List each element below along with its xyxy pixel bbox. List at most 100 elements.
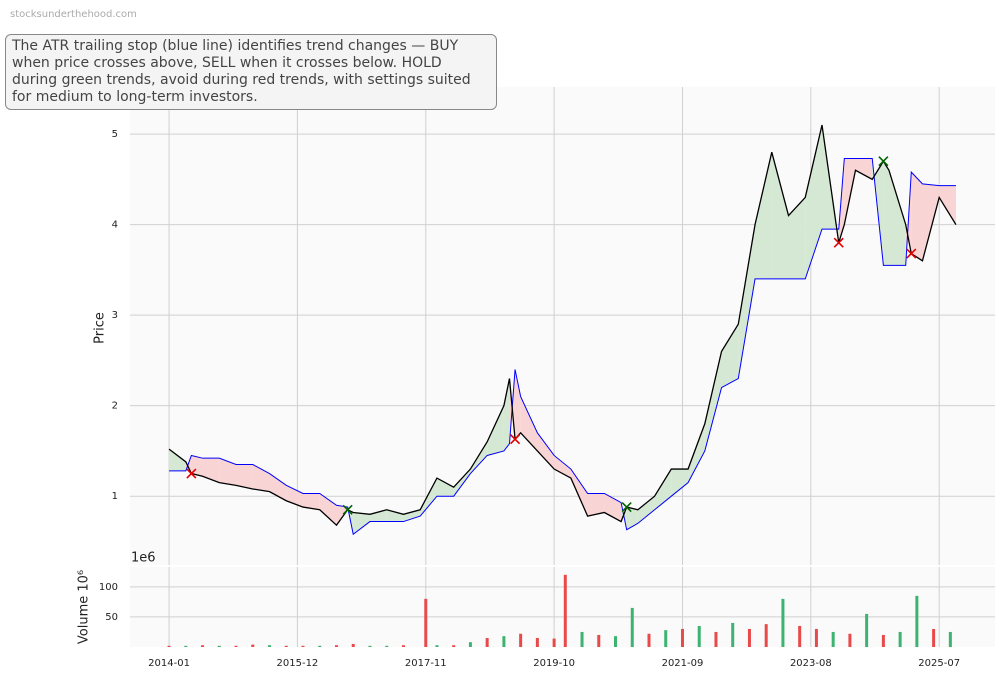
volume-bar <box>519 633 523 647</box>
trend-fill <box>487 405 504 456</box>
trend-fill <box>537 432 555 470</box>
plot-area <box>130 567 995 647</box>
signal-marker <box>186 468 197 479</box>
trend-fill <box>704 351 722 451</box>
volume-bar <box>201 645 205 647</box>
trend-fill <box>403 509 421 522</box>
volume-bar <box>268 645 272 647</box>
x-tick-label: 2017-11 <box>405 658 447 669</box>
trend-fill <box>922 183 940 261</box>
volume-bar <box>468 642 472 647</box>
trend-fill <box>436 478 454 497</box>
trend-fill <box>236 464 253 489</box>
x-tick-label: 2023-08 <box>790 658 832 669</box>
y-tick-label: 1 <box>112 491 118 502</box>
trend-fill <box>587 493 605 517</box>
y-tick-label: 5 <box>112 129 118 140</box>
price-line <box>168 124 957 527</box>
trend-fill <box>353 512 370 535</box>
trend-fill <box>269 473 287 501</box>
volume-bar <box>664 630 668 647</box>
trend-fill <box>721 324 739 388</box>
x-tick-label: 2014-01 <box>148 658 190 669</box>
trend-fill <box>303 493 320 510</box>
trend-fill <box>336 505 348 526</box>
trend-fill <box>319 493 337 526</box>
trend-fill <box>515 369 521 440</box>
trend-fill <box>654 469 672 510</box>
volume-bar <box>848 633 852 647</box>
signal-marker <box>621 501 632 513</box>
volume-bar <box>301 645 305 647</box>
trend-fill <box>386 509 404 522</box>
x-tick-label: 2015-12 <box>277 658 319 669</box>
volume-bar <box>831 631 835 647</box>
volume-bar <box>284 645 288 647</box>
volume-bar <box>385 645 389 647</box>
signal-marker <box>509 434 521 445</box>
trend-fill <box>637 496 655 524</box>
volume-bar <box>485 637 489 647</box>
stop-line <box>169 158 956 536</box>
volume-bar <box>552 638 556 647</box>
signal-marker <box>906 248 917 259</box>
volume-bar <box>932 628 936 647</box>
trend-fill <box>671 469 689 497</box>
trend-fill <box>688 423 705 483</box>
volume-bar <box>318 645 322 647</box>
watermark: stocksunderthehood.com <box>10 9 137 20</box>
trend-fill <box>420 478 437 517</box>
volume-bar <box>351 643 355 647</box>
volume-bar <box>747 628 751 647</box>
volume-bar <box>535 637 539 647</box>
volume-bar <box>217 645 221 647</box>
volume-bar <box>814 628 818 647</box>
volume-bar <box>184 645 188 647</box>
y-axis-label: Price <box>93 312 108 344</box>
y-tick-label: 4 <box>112 220 118 231</box>
volume-bar <box>435 645 439 647</box>
volume-bar <box>597 634 601 647</box>
trend-fill <box>888 170 906 266</box>
volume-bar <box>798 625 802 647</box>
volume-bar <box>368 645 372 647</box>
volume-bar <box>881 634 885 647</box>
trend-fill <box>626 507 638 530</box>
trend-fill <box>169 449 186 471</box>
signal-marker <box>342 504 353 515</box>
volume-bar <box>334 645 338 647</box>
volume-bar <box>424 598 428 647</box>
volume-bar <box>234 645 238 647</box>
trend-fill <box>453 469 471 497</box>
volume-bar <box>452 645 456 647</box>
volume-bar <box>697 625 701 647</box>
signal-marker <box>878 156 889 167</box>
y-axis-label: Volume 10⁶ <box>77 570 92 644</box>
y-tick-label: 2 <box>112 401 118 412</box>
trend-fill <box>503 378 510 451</box>
y-tick-label: 3 <box>112 310 118 321</box>
volume-bar <box>630 607 634 647</box>
trend-fill <box>554 455 571 479</box>
volume-bar <box>580 631 584 647</box>
trend-fill <box>202 458 220 483</box>
y-tick-label: 100 <box>99 582 118 593</box>
volume-bar <box>401 645 405 647</box>
signal-marker <box>833 237 844 248</box>
volume-bar <box>764 624 768 647</box>
volume-bar <box>781 598 785 647</box>
offset-label: 1e6 <box>131 551 156 566</box>
volume-bar <box>680 628 684 647</box>
trend-fill <box>788 197 806 279</box>
volume-bar <box>502 636 506 647</box>
volume-bar <box>647 633 651 647</box>
trend-fill <box>520 396 538 451</box>
x-tick-label: 2019-10 <box>533 658 575 669</box>
trend-fill <box>738 224 756 379</box>
volume-bar <box>915 595 919 647</box>
volume-bar <box>563 574 567 647</box>
volume-bar <box>948 631 952 647</box>
trend-fill <box>219 458 237 486</box>
